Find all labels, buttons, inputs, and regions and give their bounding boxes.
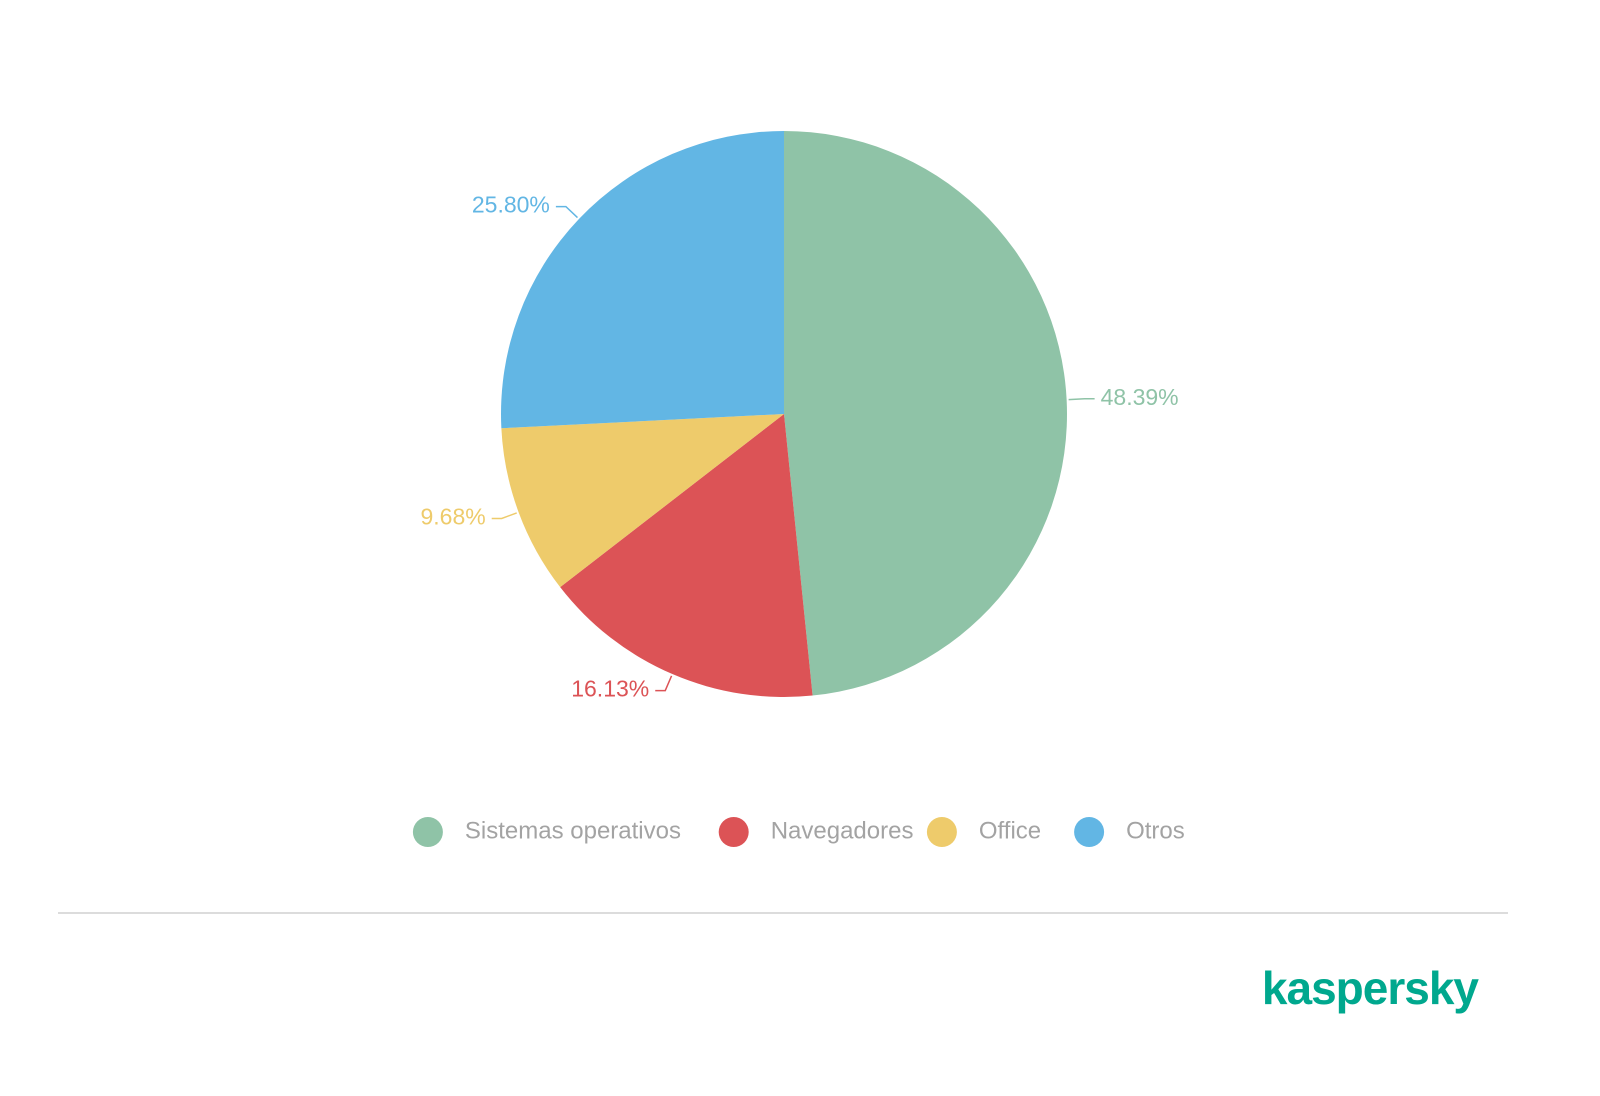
pie-slice [501, 131, 784, 429]
value-label: 16.13% [571, 676, 649, 702]
leader-line [655, 675, 673, 692]
pie-slice [501, 414, 784, 588]
leader-line [491, 512, 517, 520]
legend-label: Navegadores [771, 817, 914, 844]
legend-swatch [926, 817, 957, 847]
leader-line [555, 205, 578, 219]
legend-label: Otros [1126, 817, 1185, 844]
value-label: 48.39% [1101, 384, 1179, 410]
value-label: 25.80% [472, 192, 550, 218]
pie-slice [784, 131, 1068, 696]
legend-label: Sistemas operativos [465, 817, 681, 844]
logo: kaspersky [1262, 962, 1479, 1014]
legend-swatch [718, 817, 749, 847]
legend-label: Office [979, 817, 1041, 844]
value-label: 9.68% [420, 504, 485, 530]
leader-line [1068, 398, 1095, 401]
legend-swatch [412, 817, 443, 847]
pie-slice [560, 414, 813, 697]
legend-swatch [1074, 817, 1105, 847]
